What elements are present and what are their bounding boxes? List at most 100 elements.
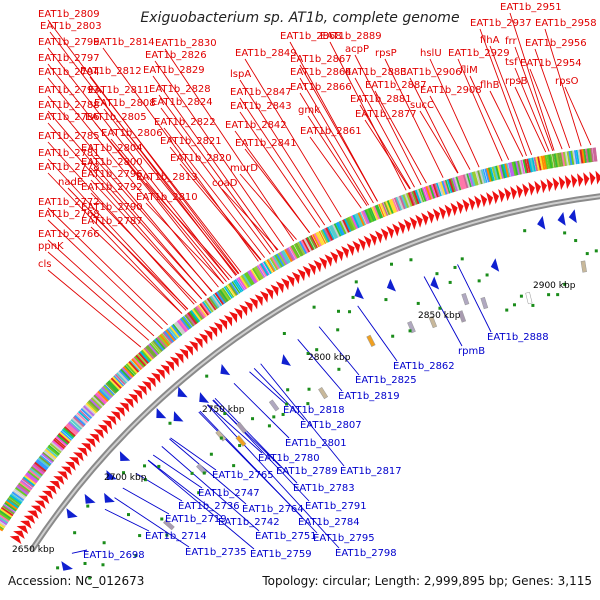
forward-label-line [89,76,242,273]
reverse-gene-arrow [537,215,546,230]
cog-segment [8,495,22,506]
tick-marker [435,272,439,276]
forward-gene-label: EAT1b_2805 [85,112,147,123]
cog-segment [59,431,72,443]
cog-segment [21,477,35,488]
forward-gene-arrow [239,304,248,317]
cog-segment [109,378,121,391]
forward-gene-arrow [456,200,464,215]
cog-segment [97,389,110,402]
cog-segment [122,365,135,378]
cog-segment [392,198,399,212]
cog-segment [35,460,48,471]
tick-marker [223,412,227,416]
forward-label-line [47,207,168,326]
cog-segment [101,386,113,398]
cog-segment [506,163,511,178]
forward-gene-arrow [119,402,130,413]
forward-gene-label: EAT1b_2796 [81,169,143,180]
reverse-gene-arrow [199,392,210,403]
cog-segment [475,170,481,185]
cog-segment [129,359,141,372]
forward-label-line [354,77,415,188]
cog-segment [570,150,575,165]
cog-segment [76,412,89,424]
cog-segment [159,334,170,347]
reverse-gene-arrow [61,561,73,571]
forward-gene-arrow [213,322,223,334]
cog-segment [190,309,201,323]
cog-segment [0,507,13,518]
forward-gene-label: murD [230,163,258,174]
reverse-gene-label: EAT1b_2698 [83,550,145,561]
cog-segment [143,347,155,360]
cog-segment [146,344,158,357]
feature-box [215,429,227,442]
reverse-label-line [147,459,255,550]
cog-segment [131,358,143,371]
reverse-label-line [249,371,288,406]
cog-segment [86,400,100,413]
inner-feature-marks [61,209,587,571]
forward-gene-label: EAT1b_2778 [38,162,100,173]
forward-gene-arrow [151,372,161,384]
forward-gene-arrow [249,297,258,310]
forward-label-line [47,63,224,284]
tick-marker [477,279,481,283]
cog-segment [293,243,303,257]
feature-box [428,315,438,329]
forward-gene-arrow [286,275,295,288]
reverse-label-line [169,438,247,505]
cog-segment [266,258,276,273]
forward-gene-arrow [203,329,213,341]
forward-gene-arrow [110,411,121,422]
reverse-label-line [206,404,340,549]
cog-segment [58,432,71,444]
forward-gene-label: EAT1b_2889 [320,31,382,42]
reverse-gene-arrow [386,278,396,292]
forward-gene-label: EAT1b_2808 [94,98,156,109]
reverse-gene-label: EAT1b_2819 [338,391,400,402]
forward-gene-arrow [297,268,306,282]
forward-gene-arrow [123,398,134,409]
forward-label-line [47,219,163,330]
forward-label-line [47,95,213,293]
cog-segment [327,226,335,240]
cog-segment [288,246,298,260]
cog-segment [245,271,256,285]
cog-segment [112,375,125,388]
cog-segment [480,169,487,184]
cog-segment [96,391,108,404]
map-title: Exiguobacterium sp. AT1b, complete genom… [140,10,460,26]
tick-marker [306,351,310,355]
backbone-highlight [30,195,600,552]
reverse-label-line [233,383,290,439]
reverse-gene-label: EAT1b_2764 [242,504,304,515]
forward-label-line [169,146,262,261]
cog-segment [203,299,214,313]
tick-marker [56,566,60,570]
cog-segment [194,306,206,319]
reverse-gene-label: EAT1b_2801 [285,438,347,449]
forward-gene-arrow [102,420,113,430]
cog-segment [100,387,112,400]
forward-gene-arrow [313,259,322,273]
forward-gene-arrow [106,415,117,426]
cog-segment [173,322,185,335]
forward-gene-arrow [23,515,36,524]
cog-segment [215,290,227,304]
reverse-label-line [357,305,398,362]
tick-marker [384,298,388,302]
forward-gene-arrow [403,218,412,233]
tick-marker [585,252,589,256]
cog-segment [106,380,119,393]
tick-marker [126,513,130,517]
forward-gene-label: EAT1b_2954 [520,58,582,69]
forward-label-line [90,153,213,292]
forward-gene-label: tsf [505,57,518,68]
cog-segment [29,467,42,478]
cog-segment [409,191,416,206]
cog-segment [18,482,31,493]
bp-tick-label: 2750 kbp [202,405,245,415]
cog-segment [524,159,529,174]
